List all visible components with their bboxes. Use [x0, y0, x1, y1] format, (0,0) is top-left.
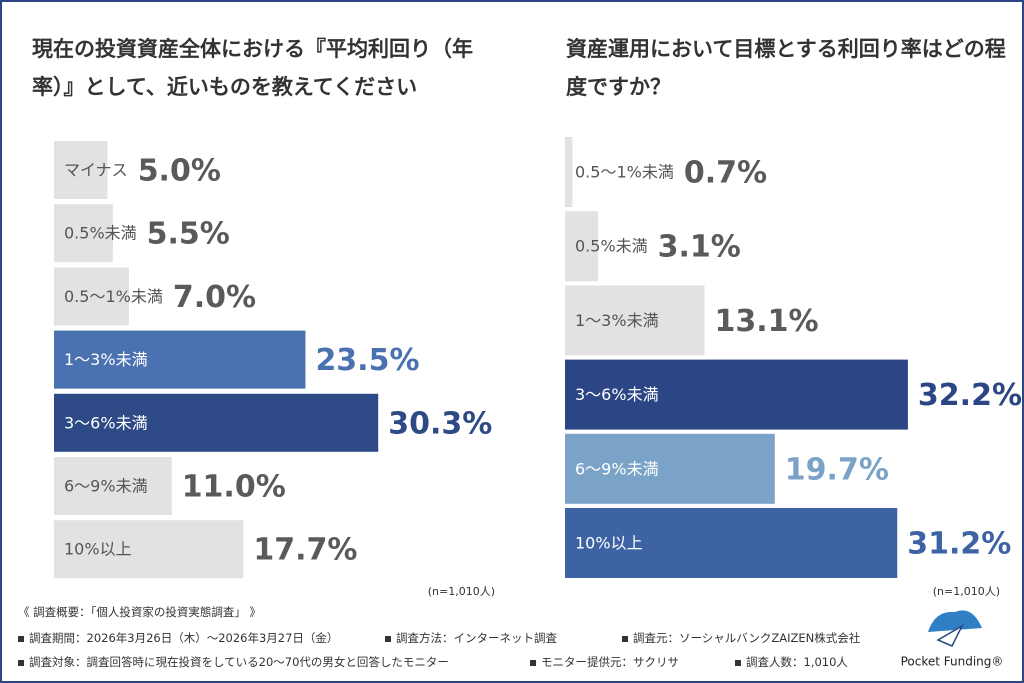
- value-label: 0.7%: [684, 156, 767, 191]
- logo-text: Pocket Funding®: [901, 655, 1004, 669]
- value-label: 5.0%: [138, 154, 221, 189]
- footer-text: 調査元：ソーシャルバンクZAIZEN株式会社: [633, 631, 861, 645]
- category-label: 10%以上: [64, 540, 132, 559]
- footer-text: 調査人数：1,010人: [746, 655, 848, 669]
- chart-title: 現在の投資資産全体における『平均利回り（年率）』として、近いものを教えてください: [32, 37, 473, 99]
- bar: [54, 393, 379, 452]
- category-label: 1～3%未満: [575, 311, 659, 330]
- category-label: 0.5～1%未満: [64, 287, 163, 306]
- category-label: 6～9%未満: [575, 459, 659, 478]
- category-label: 1～3%未満: [64, 350, 148, 369]
- value-label: 32.2%: [918, 378, 1022, 413]
- category-label: 0.5～1%未満: [575, 163, 674, 182]
- value-label: 30.3%: [388, 406, 492, 441]
- footer-item: 調査期間：2026年3月26日（木）～2026年3月27日（金）: [18, 630, 338, 646]
- category-label: 3～6%未満: [64, 413, 148, 432]
- category-label: 0.5%未満: [64, 224, 137, 243]
- footer-item: 調査元：ソーシャルバンクZAIZEN株式会社: [622, 630, 860, 646]
- bar: [54, 457, 172, 515]
- bar: [54, 141, 108, 199]
- value-label: 23.5%: [315, 343, 419, 378]
- value-label: 5.5%: [147, 217, 230, 252]
- category-label: 6～9%未満: [64, 477, 148, 496]
- footer-item: 調査対象：調査回答時に現在投資をしている20～70代の男女と回答したモニター: [18, 654, 449, 670]
- value-label: 11.0%: [182, 470, 286, 505]
- footer-item: 調査方法：インターネット調査: [385, 630, 557, 646]
- logo-icon: [928, 610, 982, 647]
- footer-text: モニター提供元：サクリサ: [541, 655, 679, 669]
- bar: [565, 211, 599, 282]
- value-label: 7.0%: [173, 280, 256, 315]
- chart-title: 資産運用において目標とする利回り率はどの程度ですか？: [566, 37, 1006, 99]
- bar: [565, 137, 573, 207]
- value-label: 17.7%: [253, 533, 357, 568]
- footer-text: 調査期間：2026年3月26日（木）～2026年3月27日（金）: [29, 631, 339, 645]
- bar: [565, 433, 775, 504]
- category-label: 10%以上: [575, 534, 643, 553]
- footer-item: モニター提供元：サクリサ: [530, 654, 679, 670]
- footer-heading: 《 調査概要：「個人投資家の投資実態調査」 》: [18, 605, 262, 619]
- category-label: 3～6%未満: [575, 385, 659, 404]
- bar: [54, 267, 129, 326]
- category-label: マイナス: [64, 161, 128, 180]
- category-label: 0.5%未満: [575, 237, 648, 256]
- footer-text: 調査対象：調査回答時に現在投資をしている20～70代の男女と回答したモニター: [29, 655, 449, 669]
- sample-note: (n=1,010人): [428, 585, 495, 598]
- bar: [565, 285, 705, 356]
- value-label: 3.1%: [658, 230, 741, 265]
- value-label: 31.2%: [907, 527, 1011, 562]
- bar: [54, 204, 113, 263]
- bar: [565, 508, 898, 578]
- value-label: 19.7%: [785, 452, 889, 487]
- value-label: 13.1%: [715, 304, 819, 339]
- footer-item: 調査人数：1,010人: [735, 654, 848, 670]
- bar: [54, 330, 306, 389]
- footer-text: 調査方法：インターネット調査: [396, 631, 557, 645]
- bar: [565, 359, 908, 430]
- bar: [54, 520, 244, 579]
- sample-note: (n=1,010人): [933, 585, 1000, 598]
